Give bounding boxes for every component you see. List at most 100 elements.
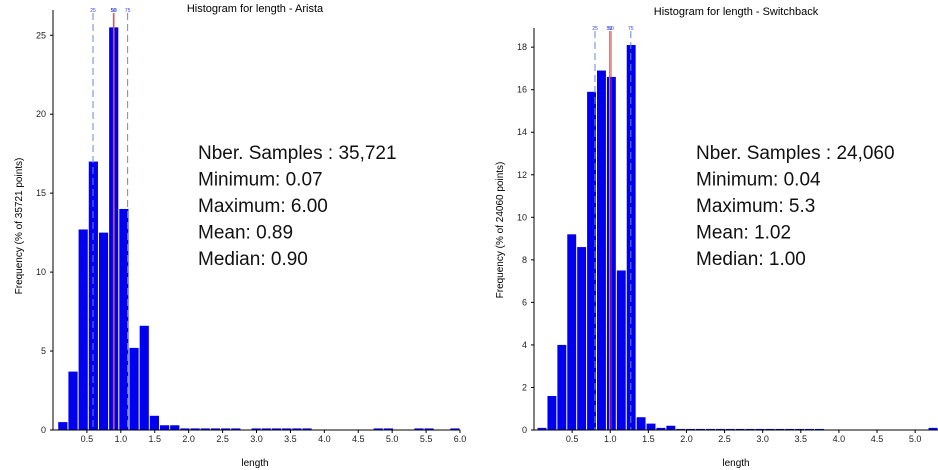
x-tick-label: 4.5	[352, 434, 365, 444]
histogram-bar	[180, 428, 190, 430]
y-tick-label: 14	[517, 127, 527, 137]
x-tick-label: 3.5	[284, 434, 297, 444]
x-tick-label: 6.0	[454, 434, 467, 444]
histogram-bar	[170, 425, 180, 430]
y-tick-label: 0	[522, 425, 527, 435]
x-axis-label: length	[241, 458, 268, 469]
stats-annotation-line: Maximum: 5.3	[696, 196, 815, 217]
histogram-bar	[646, 423, 656, 430]
histogram-bar	[676, 428, 686, 430]
histogram-bar	[547, 395, 557, 430]
histogram-bar	[383, 428, 394, 430]
stats-annotation-line: Mean: 0.89	[198, 223, 293, 244]
y-tick-label: 18	[517, 42, 527, 52]
histogram-bar	[597, 70, 606, 431]
histogram-bar	[626, 45, 636, 431]
histogram-bar	[149, 415, 159, 430]
quantile-label: 50	[608, 26, 614, 32]
histogram-bar	[795, 428, 805, 430]
histogram-bar	[666, 425, 676, 430]
stats-annotation-line: Nber. Samples : 24,060	[696, 143, 895, 164]
histogram-bar	[190, 428, 200, 430]
y-tick-label: 10	[517, 212, 527, 222]
x-tick-label: 2.5	[216, 434, 229, 444]
x-tick-label: 0.5	[81, 434, 94, 444]
histogram-bar	[706, 428, 715, 430]
stats-annotation-line: Minimum: 0.07	[198, 170, 323, 191]
histogram-bar	[636, 417, 646, 430]
quantile-label: 50	[111, 8, 117, 14]
stats-annotation-line: Maximum: 6.00	[198, 196, 328, 217]
x-tick-label: 4.0	[833, 434, 846, 444]
y-tick-label: 0	[41, 425, 46, 435]
stats-annotation-line: Mean: 1.02	[696, 223, 791, 244]
histogram-bar	[200, 428, 210, 430]
chart-title: Histogram for length - Switchback	[654, 6, 819, 18]
histogram-bar	[725, 428, 735, 430]
y-axis-label: Frequency (% of 24060 points)	[495, 162, 506, 299]
histogram-bar	[805, 428, 815, 430]
histogram-bar	[129, 347, 139, 430]
x-tick-label: 1.0	[115, 434, 128, 444]
histogram-bar	[78, 229, 88, 430]
x-tick-label: 0.5	[566, 434, 579, 444]
histogram-bar	[567, 234, 577, 430]
histogram-bar	[656, 427, 666, 430]
histogram-bar	[616, 270, 626, 430]
x-tick-label: 1.0	[604, 434, 617, 444]
x-tick-label: 3.0	[756, 434, 769, 444]
histogram-bar	[537, 427, 547, 430]
x-axis-label: length	[722, 458, 749, 469]
quantile-label: 75	[628, 26, 634, 32]
x-tick-label: 4.5	[871, 434, 884, 444]
histogram-bar	[735, 428, 745, 430]
histogram-bar	[424, 428, 434, 430]
y-tick-label: 8	[522, 255, 527, 265]
histogram-bar	[210, 428, 221, 430]
x-tick-label: 5.0	[909, 434, 922, 444]
x-tick-label: 1.5	[642, 434, 655, 444]
x-tick-label: 1.5	[148, 434, 161, 444]
y-tick-label: 15	[36, 188, 46, 198]
histogram-bar	[775, 428, 785, 430]
x-tick-label: 4.0	[318, 434, 331, 444]
histogram-bar	[686, 428, 696, 430]
y-tick-label: 25	[36, 30, 46, 40]
histogram-panel-switchback: Histogram for length - Switchback length…	[495, 6, 938, 469]
x-tick-label: 2.5	[718, 434, 731, 444]
histogram-bar	[139, 325, 149, 430]
y-tick-label: 6	[522, 297, 527, 307]
histogram-bar	[282, 428, 292, 430]
y-axis-label: Frequency (% of 35721 points)	[14, 158, 25, 295]
histogram-bar	[221, 428, 231, 430]
histogram-bar	[68, 371, 78, 430]
histogram-bar	[557, 344, 567, 430]
y-tick-label: 20	[36, 109, 46, 119]
y-tick-label: 2	[522, 382, 527, 392]
histogram-bar	[765, 428, 775, 430]
histogram-bar	[577, 247, 587, 430]
histogram-bar	[261, 428, 271, 430]
histogram-bar	[251, 428, 261, 430]
histogram-bar	[450, 428, 460, 430]
histogram-bar	[159, 425, 170, 430]
x-tick-label: 3.5	[795, 434, 808, 444]
x-tick-label: 3.0	[250, 434, 263, 444]
y-tick-label: 16	[517, 85, 527, 95]
quantile-label: 50	[607, 26, 613, 32]
y-tick-label: 12	[517, 170, 527, 180]
chart-title: Histogram for length - Arista	[187, 3, 324, 15]
x-tick-label: 5.0	[386, 434, 399, 444]
histogram-bar	[58, 422, 68, 430]
stats-annotation-line: Nber. Samples : 35,721	[198, 143, 397, 164]
y-tick-label: 5	[41, 346, 46, 356]
y-tick-label: 4	[522, 340, 527, 350]
histogram-bar	[745, 428, 755, 430]
histogram-bar	[373, 428, 383, 430]
histogram-bar	[119, 208, 129, 430]
stats-annotation-line: Median: 0.90	[198, 249, 308, 270]
x-tick-label: 2.0	[182, 434, 195, 444]
histogram-bar	[302, 428, 312, 430]
histogram-bar	[928, 427, 938, 430]
